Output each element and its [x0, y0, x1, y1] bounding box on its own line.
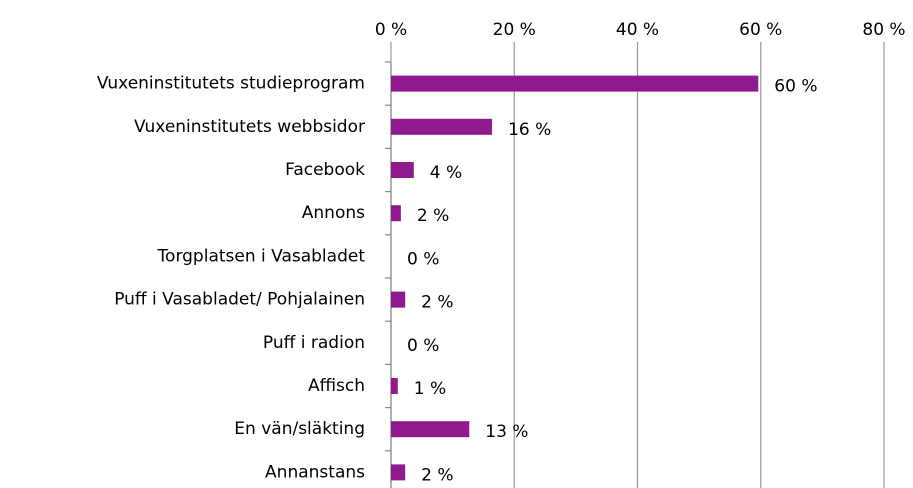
data-label: 1 % [414, 379, 446, 399]
bar [391, 75, 759, 92]
bar [391, 118, 493, 135]
data-label: 2 % [421, 465, 453, 485]
y-tick-label: Puff i radion [263, 333, 365, 353]
y-tick-label: Facebook [285, 160, 365, 180]
y-tick-label: En vän/släkting [234, 419, 365, 439]
data-label: 13 % [485, 422, 528, 442]
y-tick-label: Annons [302, 203, 365, 223]
data-label: 4 % [430, 163, 462, 183]
x-tick-label: 60 % [739, 20, 782, 40]
x-tick-label: 40 % [616, 20, 659, 40]
data-label: 60 % [774, 77, 817, 97]
data-label: 2 % [417, 206, 449, 226]
x-tick-label: 0 % [375, 20, 407, 40]
bar [391, 378, 398, 394]
y-tick-label: Puff i Vasabladet/ Pohjalainen [114, 290, 365, 310]
bar [391, 162, 414, 178]
y-tick-label: Affisch [308, 376, 365, 396]
data-label: 0 % [407, 336, 439, 356]
y-tick-label: Vuxeninstitutets webbsidor [134, 117, 365, 137]
x-tick-label: 20 % [493, 20, 536, 40]
y-tick-label: Annanstans [265, 462, 365, 482]
data-label: 16 % [508, 120, 551, 140]
bar [391, 291, 406, 308]
bar [391, 205, 401, 222]
bar [391, 421, 470, 438]
x-tick-label: 80 % [862, 20, 905, 40]
y-tick-label: Torgplatsen i Vasabladet [157, 246, 366, 266]
data-label: 0 % [407, 249, 439, 269]
y-tick-label: Vuxeninstitutets studieprogram [97, 74, 365, 94]
bar [391, 464, 406, 481]
data-label: 2 % [421, 293, 453, 313]
